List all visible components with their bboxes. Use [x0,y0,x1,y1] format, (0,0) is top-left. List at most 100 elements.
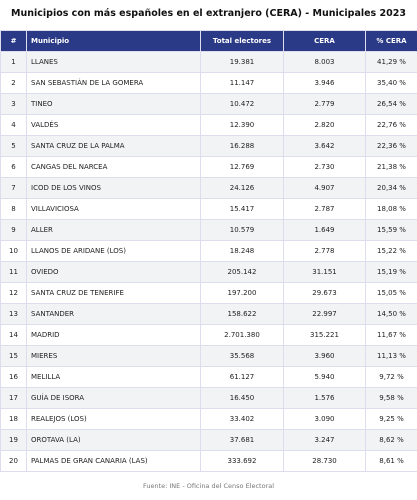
table-cell: 333.692 [200,450,284,472]
table-cell: 35,40 % [365,72,417,94]
table-row: 8 VILLAVICIOSA 15.417 2.787 18,08 % [0,198,417,220]
table-row: 2 SAN SEBASTIÁN DE LA GOMERA 11.147 3.946 35… [0,72,417,94]
table-cell: 15,22 % [365,240,417,262]
table-cell: 12 [0,282,27,304]
table-cell: 31.151 [283,261,366,283]
table-cell: 9 [0,219,27,241]
table-cell: 15,19 % [365,261,417,283]
table-cell: SANTA CRUZ DE TENERIFE [26,282,201,304]
table-row: 13 SANTANDER 158.622 22.997 14,50 % [0,303,417,325]
table-cell: 2.820 [283,114,366,136]
table-cell: 37.681 [200,429,284,451]
table-cell: 2.701.380 [200,324,284,346]
table-cell: OROTAVA (LA) [26,429,201,451]
table-cell: 20,34 % [365,177,417,199]
table-cell: 8.003 [283,51,366,73]
table-cell: 3.247 [283,429,366,451]
table-cell: 13 [0,303,27,325]
table-cell: 28.730 [283,450,366,472]
table-cell: 22,36 % [365,135,417,157]
source: Fuente: INE - Oficina del Censo Electora… [142,482,275,490]
table-cell: 16.288 [200,135,284,157]
table-cell: 1.649 [283,219,366,241]
table-cell: 10.472 [200,93,284,115]
table-cell: 8 [0,198,27,220]
table-cell: 1.576 [283,387,366,409]
table-cell: 16 [0,366,27,388]
table-cell: 3.960 [283,345,366,367]
table-cell: 19 [0,429,27,451]
table-cell: 35.568 [200,345,284,367]
table-cell: 5 [0,135,27,157]
table-cell: 18.248 [200,240,284,262]
table-cell: 197.200 [200,282,284,304]
table-row: 14 MADRID 2.701.380 315.221 11,67 % [0,324,417,346]
table-cell: 14,50 % [365,303,417,325]
table-cell: ALLER [26,219,201,241]
table-row: 17 GUÍA DE ISORA 16.450 1.576 9,58 % [0,387,417,409]
table-cell: 17 [0,387,27,409]
table-row: 10 LLANOS DE ARIDANE (LOS) 18.248 2.778 15,2… [0,240,417,262]
table-row: 19 OROTAVA (LA) 37.681 3.247 8,62 % [0,429,417,451]
table-row: 12 SANTA CRUZ DE TENERIFE 197.200 29.673 15,… [0,282,417,304]
table-row: 16 MELILLA 61.127 5.940 9,72 % [0,366,417,388]
table-row: 3 TINEO 10.472 2.779 26,54 % [0,93,417,115]
header-row: # Municipio Total electores CERA% CERA [0,30,417,52]
table-row: 5 SANTA CRUZ DE LA PALMA 16.288 3.642 22,36 … [0,135,417,157]
table-cell: GUÍA DE ISORA [26,387,201,409]
column-header: CERA [283,30,366,52]
table-cell: 15,59 % [365,219,417,241]
table-cell: 19.381 [200,51,284,73]
table-cell: 2.779 [283,93,366,115]
table-cell: SANTA CRUZ DE LA PALMA [26,135,201,157]
column-header: % CERA [365,30,417,52]
table-cell: 21,38 % [365,156,417,178]
table-row: 7 ICOD DE LOS VINOS 24.126 4.907 20,34 % [0,177,417,199]
table-cell: 12.769 [200,156,284,178]
table-row: 11 OVIEDO 205.142 31.151 15,19 % [0,261,417,283]
table-cell: MADRID [26,324,201,346]
table-cell: 61.127 [200,366,284,388]
table-cell: MIERES [26,345,201,367]
table-cell: 2.778 [283,240,366,262]
table-cell: 3.642 [283,135,366,157]
table-cell: 9,72 % [365,366,417,388]
table-cell: VILLAVICIOSA [26,198,201,220]
table-cell: PALMAS DE GRAN CANARIA (LAS) [26,450,201,472]
column-header: Total electores [200,30,284,52]
table-cell: 3 [0,93,27,115]
table-cell: 10 [0,240,27,262]
table-cell: 15.417 [200,198,284,220]
column-header: Municipio [26,30,201,52]
table-row: 1 LLANES 19.381 8.003 41,29 % [0,51,417,73]
table-cell: CANGAS DEL NARCEA [26,156,201,178]
table-cell: 2 [0,72,27,94]
table-cell: 4.907 [283,177,366,199]
table-cell: 18 [0,408,27,430]
table-cell: 20 [0,450,27,472]
table-cell: 9,58 % [365,387,417,409]
table-cell: 2.787 [283,198,366,220]
table-cell: 3.090 [283,408,366,430]
table-row: 9 ALLER 10.579 1.649 15,59 % [0,219,417,241]
table-row: 4 VALDÉS 12.390 2.820 22,76 % [0,114,417,136]
table-row: 6 CANGAS DEL NARCEA 12.769 2.730 21,38 % [0,156,417,178]
table-cell: 8,61 % [365,450,417,472]
table-cell: 9,25 % [365,408,417,430]
table-cell: 14 [0,324,27,346]
table-cell: 33.402 [200,408,284,430]
table-cell: 8,62 % [365,429,417,451]
table-cell: 26,54 % [365,93,417,115]
table-cell: 11,67 % [365,324,417,346]
table-cell: 11.147 [200,72,284,94]
column-header: # [0,30,27,52]
table-cell: SAN SEBASTIÁN DE LA GOMERA [26,72,201,94]
table-cell: 11,13 % [365,345,417,367]
table-cell: REALEJOS (LOS) [26,408,201,430]
table-cell: 5.940 [283,366,366,388]
table-cell: 24.126 [200,177,284,199]
table-cell: 4 [0,114,27,136]
table-cell: 29.673 [283,282,366,304]
table-cell: 12.390 [200,114,284,136]
